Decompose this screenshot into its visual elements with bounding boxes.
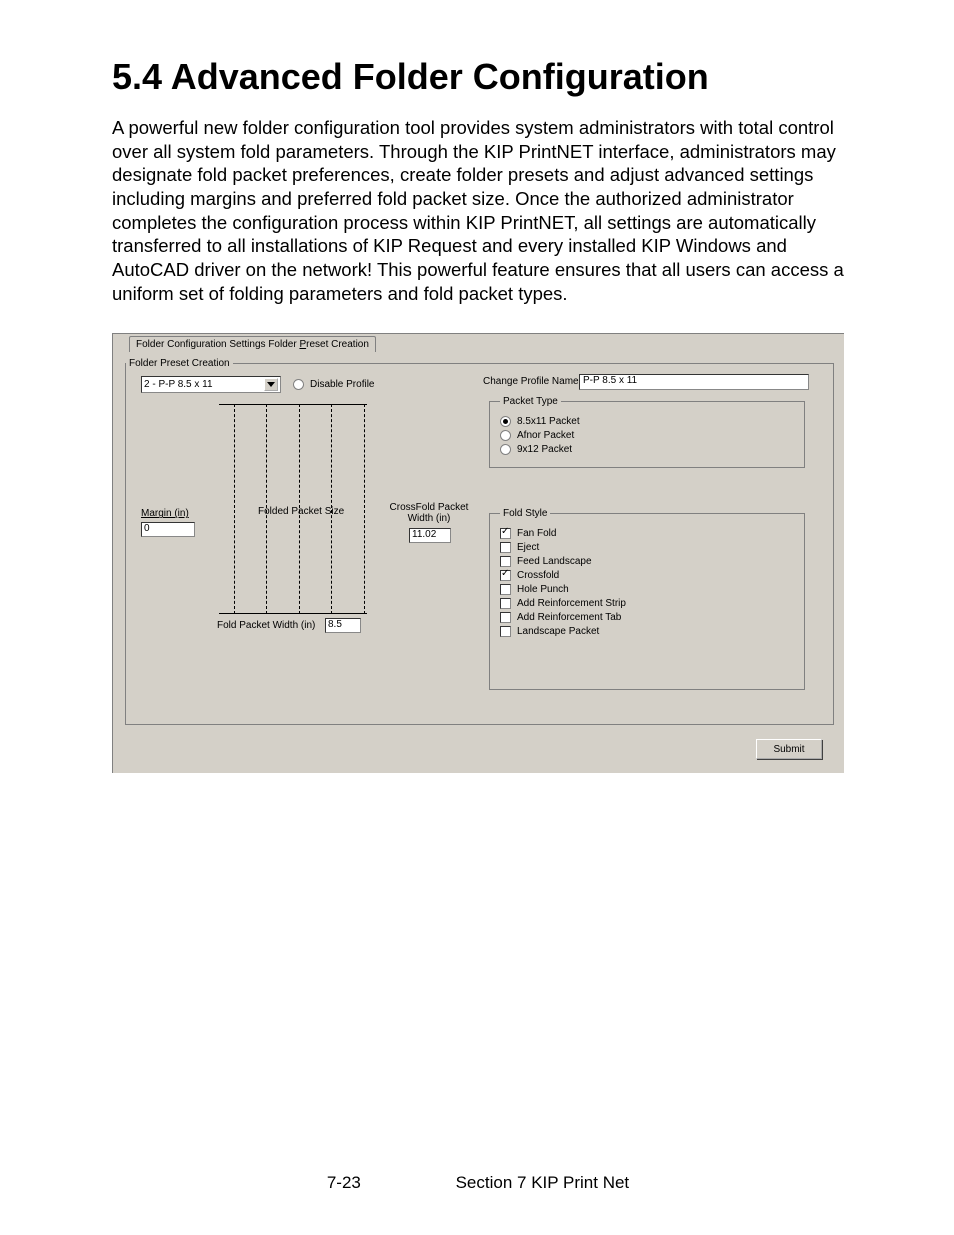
option-label: Eject xyxy=(517,542,539,553)
fold-style-option[interactable]: Eject xyxy=(500,542,794,553)
fold-style-option[interactable]: Crossfold xyxy=(500,570,794,581)
fold-style-option[interactable]: Add Reinforcement Tab xyxy=(500,612,794,623)
checkbox-icon[interactable] xyxy=(500,528,511,539)
footer-page-number: 7-23 xyxy=(327,1173,361,1192)
radio-icon[interactable] xyxy=(500,416,511,427)
tab-bar: Folder Configuration Settings Folder Pre… xyxy=(129,336,376,352)
tab-config-settings[interactable]: Folder Configuration Settings Folder Pre… xyxy=(129,336,376,352)
checkbox-icon[interactable] xyxy=(500,612,511,623)
checkbox-icon[interactable] xyxy=(500,584,511,595)
page-footer: 7-23 Section 7 KIP Print Net xyxy=(112,1173,844,1193)
fold-style-option[interactable]: Hole Punch xyxy=(500,584,794,595)
checkbox-icon[interactable] xyxy=(500,626,511,637)
packet-type-legend: Packet Type xyxy=(500,396,561,407)
group-legend: Folder Preset Creation xyxy=(126,358,233,369)
packet-type-option[interactable]: 8.5x11 Packet xyxy=(500,416,794,427)
option-label: Add Reinforcement Strip xyxy=(517,598,626,609)
tab-label-pre: Folder xyxy=(268,339,299,350)
fold-style-option[interactable]: Add Reinforcement Strip xyxy=(500,598,794,609)
packet-type-option[interactable]: Afnor Packet xyxy=(500,430,794,441)
profile-select[interactable]: 2 - P-P 8.5 x 11 xyxy=(141,376,281,393)
fold-packet-width-input[interactable]: 8.5 xyxy=(325,618,361,633)
option-label: Landscape Packet xyxy=(517,626,599,637)
fold-packet-width-label: Fold Packet Width (in) xyxy=(217,620,315,631)
option-label: Crossfold xyxy=(517,570,559,581)
tab-label-post: reset Creation xyxy=(306,339,369,350)
radio-icon[interactable] xyxy=(500,430,511,441)
fold-style-option[interactable]: Feed Landscape xyxy=(500,556,794,567)
config-window: Folder Configuration Settings Folder Pre… xyxy=(112,333,844,773)
margin-label: Margin (in) xyxy=(141,508,189,519)
body-paragraph: A powerful new folder configuration tool… xyxy=(112,116,844,305)
fold-style-option[interactable]: Landscape Packet xyxy=(500,626,794,637)
radio-icon[interactable] xyxy=(500,444,511,455)
profile-select-value: 2 - P-P 8.5 x 11 xyxy=(144,379,213,390)
fold-style-option[interactable]: Fan Fold xyxy=(500,528,794,539)
disable-profile-radio[interactable] xyxy=(293,379,304,390)
option-label: Afnor Packet xyxy=(517,430,574,441)
folded-packet-size-label: Folded Packet Size xyxy=(258,506,344,517)
footer-section: Section 7 KIP Print Net xyxy=(456,1173,630,1192)
packet-type-option[interactable]: 9x12 Packet xyxy=(500,444,794,455)
submit-button[interactable]: Submit xyxy=(756,739,822,759)
crossfold-width-input[interactable]: 11.02 xyxy=(409,528,451,543)
change-profile-name-input[interactable]: P-P 8.5 x 11 xyxy=(579,374,809,390)
option-label: Hole Punch xyxy=(517,584,569,595)
option-label: Feed Landscape xyxy=(517,556,592,567)
option-label: 8.5x11 Packet xyxy=(517,416,580,427)
change-profile-name-label: Change Profile Name: xyxy=(483,376,581,387)
packet-type-group: Packet Type 8.5x11 Packet Afnor Packet 9x1… xyxy=(489,396,805,468)
option-label: 9x12 Packet xyxy=(517,444,572,455)
option-label: Fan Fold xyxy=(517,528,556,539)
disable-profile-label: Disable Profile xyxy=(310,379,374,390)
page-heading: 5.4 Advanced Folder Configuration xyxy=(112,56,844,98)
fold-style-legend: Fold Style xyxy=(500,508,550,519)
option-label: Add Reinforcement Tab xyxy=(517,612,621,623)
fold-style-group: Fold Style Fan Fold Eject Feed Landscape Cr… xyxy=(489,508,805,690)
checkbox-icon[interactable] xyxy=(500,598,511,609)
chevron-down-icon[interactable] xyxy=(264,378,278,391)
tab-label: Folder Configuration Settings xyxy=(136,339,266,350)
margin-input[interactable]: 0 xyxy=(141,522,195,537)
checkbox-icon[interactable] xyxy=(500,570,511,581)
checkbox-icon[interactable] xyxy=(500,556,511,567)
checkbox-icon[interactable] xyxy=(500,542,511,553)
crossfold-width-label: CrossFold Packet Width (in) xyxy=(389,502,469,524)
